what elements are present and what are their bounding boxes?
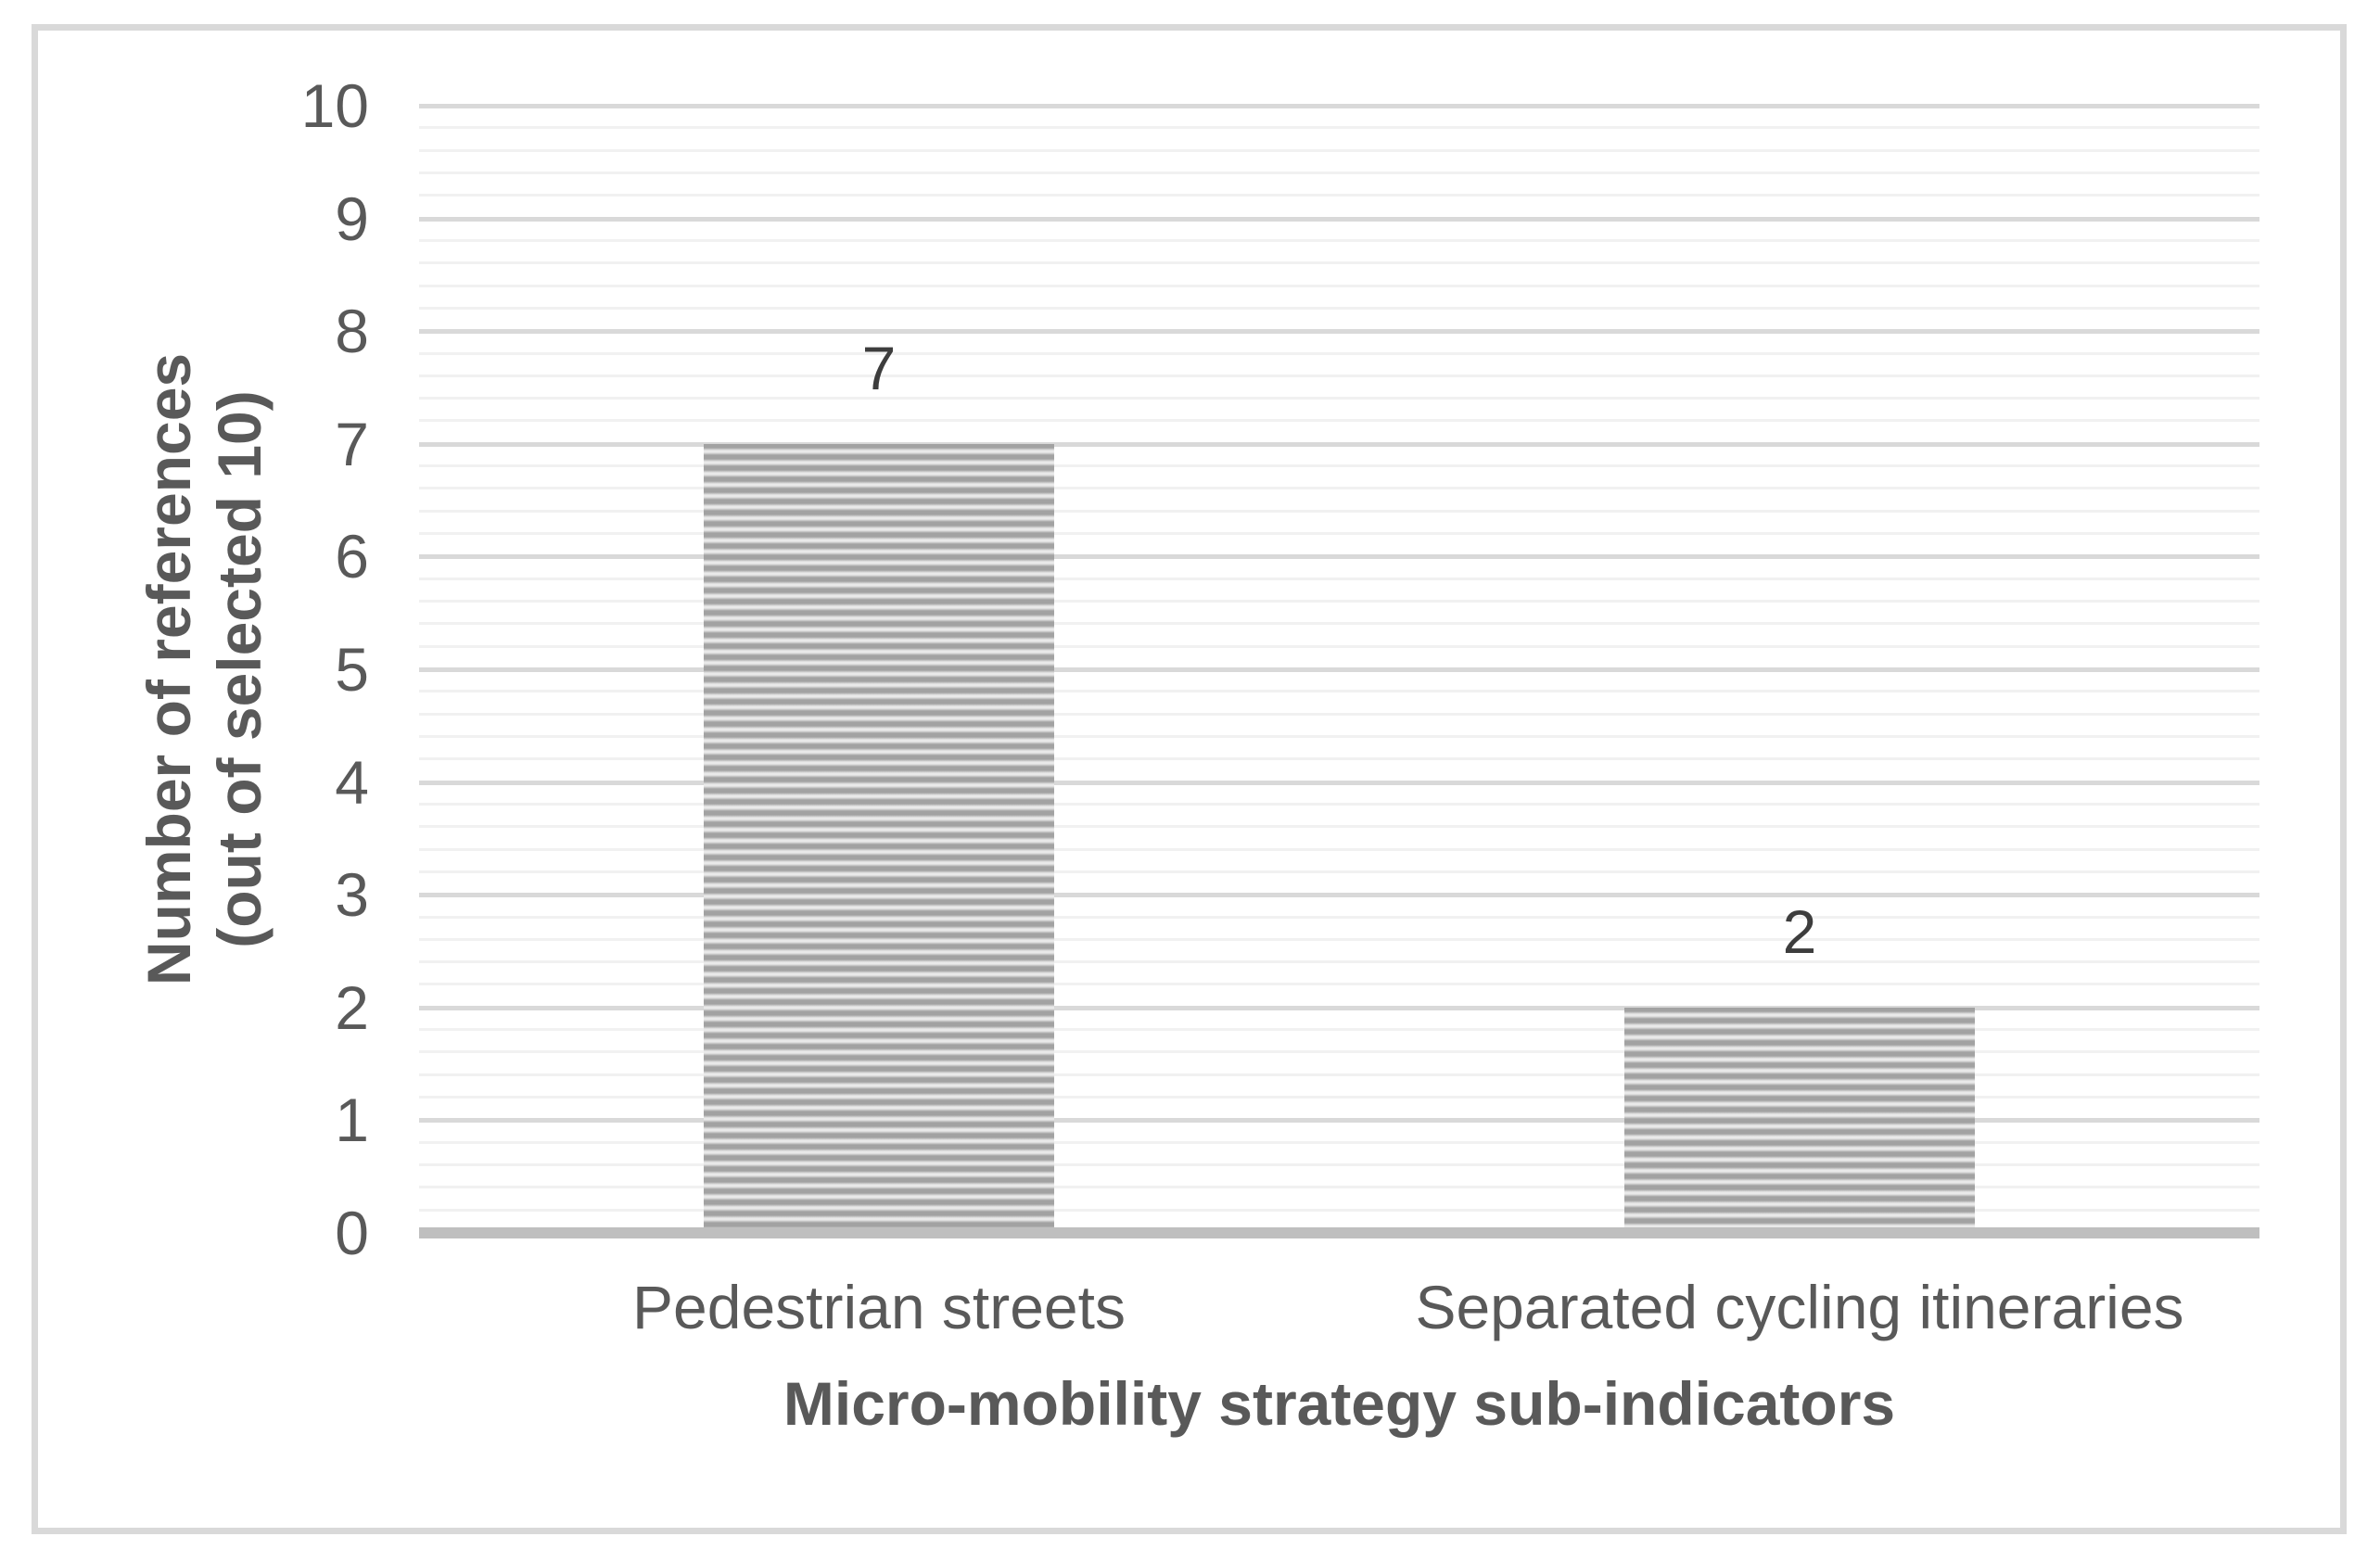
minor-gridline — [419, 487, 2259, 489]
category-label: Pedestrian streets — [632, 1273, 1126, 1341]
minor-gridline — [419, 938, 2259, 941]
major-gridline — [419, 329, 2259, 334]
minor-gridline — [419, 194, 2259, 197]
minor-gridline — [419, 870, 2259, 873]
minor-gridline — [419, 510, 2259, 513]
minor-gridline — [419, 375, 2259, 377]
major-gridline — [419, 1118, 2259, 1123]
minor-gridline — [419, 464, 2259, 467]
y-tick-label: 7 — [335, 410, 369, 478]
minor-gridline — [419, 916, 2259, 919]
minor-gridline — [419, 1050, 2259, 1053]
minor-gridline — [419, 532, 2259, 535]
bar-data-label: 2 — [1782, 897, 1817, 966]
minor-gridline — [419, 352, 2259, 355]
minor-gridline — [419, 419, 2259, 422]
bar-0 — [704, 444, 1054, 1227]
minor-gridline — [419, 960, 2259, 963]
major-gridline — [419, 781, 2259, 785]
bar-1 — [1624, 1008, 1975, 1227]
major-gridline — [419, 1006, 2259, 1010]
x-axis-title: Micro-mobility strategy sub-indicators — [783, 1369, 1896, 1438]
minor-gridline — [419, 149, 2259, 152]
y-tick-label: 2 — [335, 973, 369, 1042]
category-label: Separated cycling itineraries — [1415, 1273, 2184, 1341]
minor-gridline — [419, 600, 2259, 603]
x-axis-line — [419, 1227, 2259, 1238]
minor-gridline — [419, 171, 2259, 174]
minor-gridline — [419, 239, 2259, 242]
minor-gridline — [419, 825, 2259, 828]
bar-data-label: 7 — [861, 334, 897, 402]
major-gridline — [419, 104, 2259, 108]
y-axis-title-line-1: Number of references — [134, 352, 203, 986]
minor-gridline — [419, 1141, 2259, 1144]
y-tick-label: 5 — [335, 635, 369, 704]
y-tick-label: 4 — [335, 748, 369, 817]
major-gridline — [419, 667, 2259, 672]
minor-gridline — [419, 690, 2259, 692]
minor-gridline — [419, 1186, 2259, 1188]
minor-gridline — [419, 803, 2259, 806]
y-tick-label: 1 — [335, 1086, 369, 1154]
minor-gridline — [419, 848, 2259, 851]
y-tick-label: 6 — [335, 522, 369, 591]
minor-gridline — [419, 307, 2259, 310]
minor-gridline — [419, 578, 2259, 580]
minor-gridline — [419, 261, 2259, 264]
minor-gridline — [419, 126, 2259, 129]
y-axis-title: Number of references (out of selected 10… — [134, 353, 274, 985]
y-tick-label: 0 — [335, 1199, 369, 1267]
major-gridline — [419, 217, 2259, 222]
minor-gridline — [419, 735, 2259, 738]
y-axis-title-line-2: (out of selected 10) — [205, 390, 274, 948]
minor-gridline — [419, 1163, 2259, 1166]
major-gridline — [419, 442, 2259, 447]
minor-gridline — [419, 1028, 2259, 1031]
minor-gridline — [419, 1209, 2259, 1212]
minor-gridline — [419, 983, 2259, 985]
minor-gridline — [419, 757, 2259, 760]
plot-area — [419, 104, 2259, 1233]
minor-gridline — [419, 285, 2259, 287]
figure-frame — [32, 24, 2347, 1534]
y-tick-label: 9 — [335, 184, 369, 253]
y-tick-label: 10 — [300, 71, 369, 140]
minor-gridline — [419, 1096, 2259, 1098]
major-gridline — [419, 554, 2259, 559]
major-gridline — [419, 893, 2259, 897]
y-tick-label: 8 — [335, 297, 369, 365]
minor-gridline — [419, 713, 2259, 716]
minor-gridline — [419, 645, 2259, 648]
minor-gridline — [419, 1073, 2259, 1076]
minor-gridline — [419, 622, 2259, 625]
y-tick-label: 3 — [335, 860, 369, 929]
minor-gridline — [419, 397, 2259, 400]
